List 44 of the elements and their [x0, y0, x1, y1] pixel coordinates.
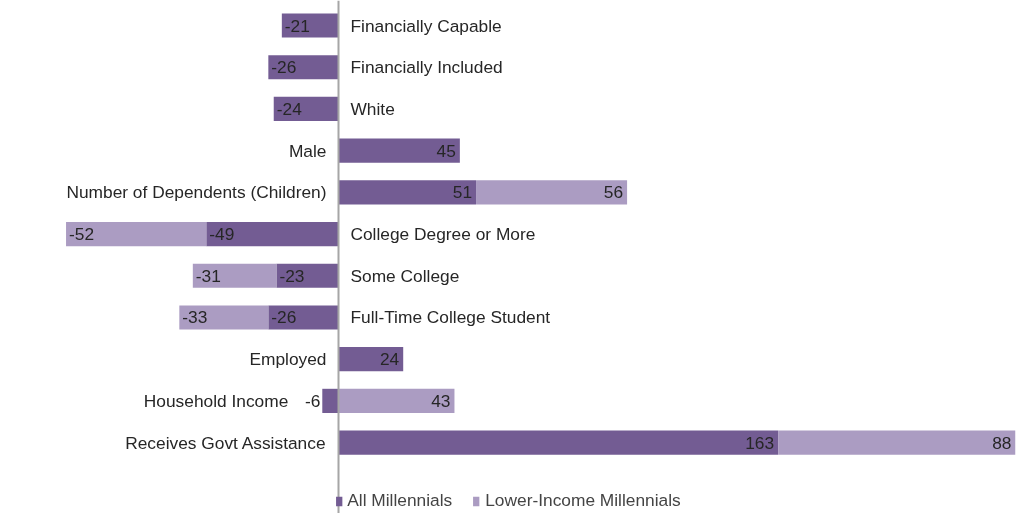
- bar: [281, 13, 339, 38]
- data-label: 88: [992, 432, 1012, 453]
- bar: [192, 263, 277, 288]
- data-label: -52: [69, 224, 95, 245]
- bar: [476, 180, 628, 205]
- data-label: 163: [745, 432, 775, 453]
- data-label: 45: [436, 140, 456, 161]
- bar: [268, 305, 339, 330]
- data-label: -24: [276, 98, 303, 119]
- bar: [338, 388, 455, 413]
- bar: [322, 388, 339, 413]
- data-label: -33: [182, 307, 208, 328]
- data-label: 43: [431, 390, 451, 411]
- bar: [338, 430, 779, 455]
- y-tick-label: Male: [288, 140, 327, 161]
- bar: [338, 138, 460, 163]
- y-tick-label: Number of Dependents (Children): [66, 182, 327, 203]
- y-tick-label: Some College: [350, 265, 460, 286]
- bar: [179, 305, 269, 330]
- y-tick-label: Employed: [249, 349, 327, 370]
- legend-label: All Millennials: [347, 490, 453, 511]
- y-tick-label: Financially Included: [350, 57, 503, 78]
- bar: [66, 221, 207, 247]
- data-label: 24: [379, 349, 400, 370]
- data-label: -23: [279, 265, 305, 286]
- data-label: -26: [271, 57, 297, 78]
- data-label: -26: [271, 307, 297, 328]
- bar: [206, 221, 339, 247]
- bar: [778, 430, 1016, 455]
- data-label: -6: [304, 390, 321, 411]
- y-tick-label: White: [350, 98, 395, 119]
- data-label: -49: [209, 224, 235, 245]
- y-tick-label: Financially Capable: [350, 15, 502, 36]
- y-tick-label: Full-Time College Student: [350, 307, 551, 328]
- y-tick-label: College Degree or More: [350, 224, 536, 245]
- bar: [338, 180, 477, 205]
- y-tick-label: Receives Govt Assistance: [125, 432, 326, 453]
- data-label: -31: [195, 265, 221, 286]
- bar: [268, 55, 339, 80]
- data-label: 56: [603, 182, 624, 203]
- data-label: -21: [284, 15, 310, 36]
- y-tick-label: Household Income: [143, 390, 289, 411]
- legend-label: Lower-Income Millennials: [485, 490, 681, 511]
- data-label: 51: [452, 182, 473, 203]
